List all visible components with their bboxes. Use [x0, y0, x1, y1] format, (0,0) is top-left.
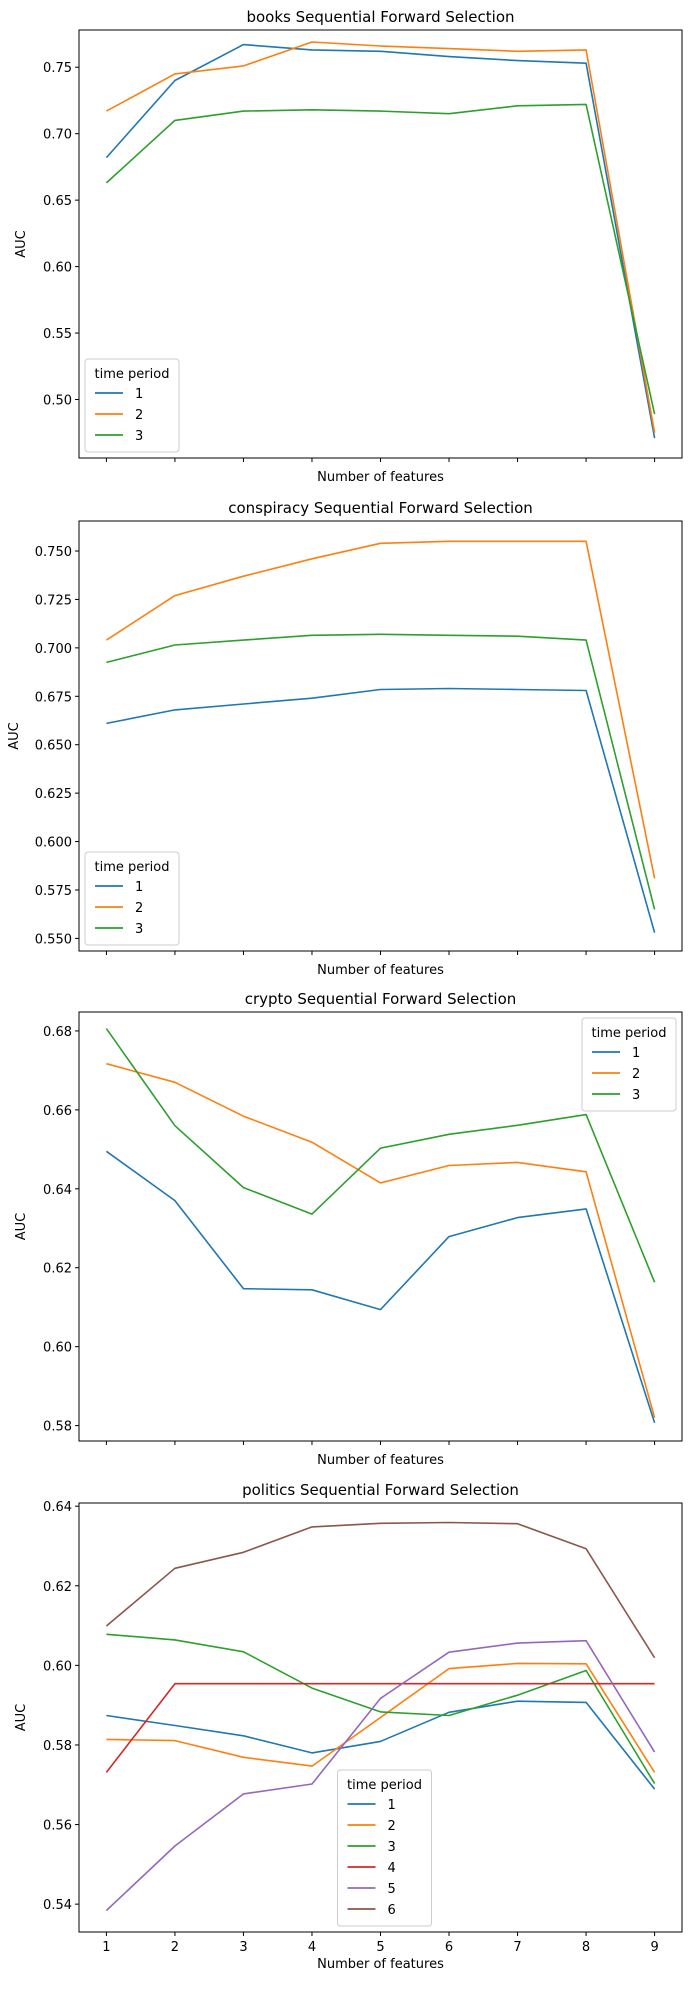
- chart-panel-3: crypto Sequential Forward Selection 0.58 0…: [14, 990, 683, 1468]
- y-tick-label: 0.66: [43, 1104, 72, 1119]
- chart-title: conspiracy Sequential Forward Selection: [228, 499, 533, 517]
- x-tick-label: 6: [445, 1940, 453, 1955]
- x-tick-label: 9: [650, 1940, 658, 1955]
- legend-label: 3: [135, 429, 143, 444]
- y-tick-label: 0.75: [43, 61, 72, 76]
- x-tick-label: 2: [171, 1940, 179, 1955]
- series-line-2: [105, 540, 656, 879]
- chart-panel-1: books Sequential Forward Selection 0.50 0.…: [14, 8, 683, 485]
- series-line-1: [105, 1150, 656, 1424]
- legend-label: 2: [135, 408, 143, 423]
- y-tick-label: 0.750: [35, 545, 72, 560]
- chart-title: books Sequential Forward Selection: [246, 8, 514, 26]
- chart-panel-4: politics Sequential Forward Selection 0.5…: [14, 1481, 683, 1972]
- series-line-3: [105, 1028, 656, 1283]
- series-line-2: [106, 1662, 656, 1773]
- legend-label: 1: [135, 387, 143, 402]
- y-tick-label: 0.625: [35, 787, 72, 802]
- series-line-4: [105, 1682, 655, 1773]
- y-tick-label: 0.70: [43, 128, 72, 143]
- x-tick-label: 3: [239, 1940, 247, 1955]
- legend-title: time period: [347, 1778, 422, 1793]
- x-tick-label: 4: [308, 1940, 316, 1955]
- y-tick-label: 0.58: [43, 1739, 72, 1754]
- plot-frame: [78, 1502, 683, 1933]
- y-tick-label: 0.60: [43, 1659, 72, 1674]
- legend-label: 3: [135, 922, 143, 937]
- series-line-3: [105, 103, 656, 415]
- x-axis-label: Number of features: [317, 1957, 444, 1972]
- y-tick-label: 0.56: [43, 1819, 72, 1834]
- chart-panel-2: conspiracy Sequential Forward Selection 0…: [7, 499, 683, 978]
- y-tick-label: 0.60: [43, 1341, 72, 1356]
- y-axis-label: AUC: [14, 1704, 29, 1732]
- y-tick-label: 0.600: [35, 836, 72, 851]
- y-tick-label: 0.725: [35, 593, 72, 608]
- y-tick-label: 0.650: [35, 739, 72, 754]
- y-tick-label: 0.700: [35, 642, 72, 657]
- y-tick-label: 0.54: [43, 1898, 72, 1913]
- legend-label: 4: [388, 1861, 396, 1876]
- legend: time period 1 2 3 4 5 6: [337, 1769, 432, 1927]
- y-tick-label: 0.62: [43, 1262, 72, 1277]
- legend-label: 5: [388, 1882, 396, 1897]
- x-tick-label: 7: [513, 1940, 521, 1955]
- legend-label: 2: [135, 901, 143, 916]
- chart-title: politics Sequential Forward Selection: [242, 1481, 519, 1499]
- series-line-1: [106, 687, 656, 933]
- legend-title: time period: [95, 860, 170, 875]
- legend-label: 2: [632, 1067, 640, 1082]
- y-tick-label: 0.62: [43, 1580, 72, 1595]
- legend-label: 1: [135, 880, 143, 895]
- series-line-1: [106, 1700, 656, 1790]
- chart-title: crypto Sequential Forward Selection: [245, 990, 517, 1008]
- plot-frame: [78, 520, 683, 952]
- y-tick-label: 0.60: [43, 261, 72, 276]
- y-axis-label: AUC: [14, 1213, 29, 1241]
- legend-label: 6: [388, 1903, 396, 1918]
- series-line-5: [105, 1639, 656, 1912]
- legend-label: 3: [632, 1088, 640, 1103]
- y-tick-label: 0.675: [35, 690, 72, 705]
- y-tick-label: 0.64: [43, 1183, 72, 1198]
- plot-frame: [78, 29, 683, 459]
- legend-label: 2: [388, 1819, 396, 1834]
- legend-box: [581, 1017, 677, 1112]
- plot-frame: [78, 1011, 683, 1442]
- series-line-6: [105, 1521, 656, 1659]
- legend-label: 1: [388, 1798, 396, 1813]
- legend-box: [337, 1769, 432, 1927]
- y-tick-label: 0.68: [43, 1025, 72, 1040]
- x-tick-label: 8: [582, 1940, 590, 1955]
- legend-box: [84, 851, 180, 946]
- y-tick-label: 0.550: [35, 932, 72, 947]
- series-line-3: [106, 1633, 656, 1785]
- legend: time period 1 2 3: [581, 1017, 677, 1112]
- legend-label: 3: [388, 1840, 396, 1855]
- y-tick-label: 0.50: [43, 394, 72, 409]
- y-tick-label: 0.65: [43, 194, 72, 209]
- y-tick-label: 0.64: [43, 1500, 72, 1515]
- series-line-1: [105, 43, 656, 439]
- legend: time period 1 2 3: [84, 358, 180, 453]
- y-axis-label: AUC: [14, 230, 29, 258]
- legend-title: time period: [95, 367, 170, 382]
- legend-title: time period: [592, 1026, 667, 1041]
- legend-box: [84, 358, 180, 453]
- legend-label: 1: [632, 1046, 640, 1061]
- x-tick-label: 5: [376, 1940, 384, 1955]
- x-tick-label: 1: [102, 1940, 110, 1955]
- series-line-2: [106, 1062, 656, 1418]
- x-axis-label: Number of features: [317, 470, 444, 485]
- series-line-3: [106, 633, 656, 910]
- series-line-2: [106, 41, 656, 433]
- y-tick-label: 0.58: [43, 1420, 72, 1435]
- x-axis-label: Number of features: [317, 1453, 444, 1468]
- legend: time period 1 2 3: [84, 851, 180, 946]
- x-axis-label: Number of features: [317, 963, 444, 978]
- y-tick-label: 0.575: [35, 884, 72, 899]
- y-tick-label: 0.55: [43, 327, 72, 342]
- y-axis-label: AUC: [7, 722, 22, 750]
